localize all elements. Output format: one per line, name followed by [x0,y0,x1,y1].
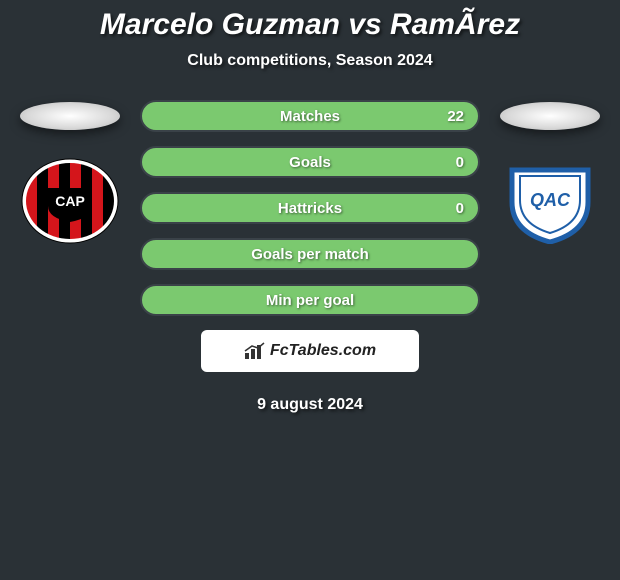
chart-icon [244,342,266,360]
stat-bar-matches: Matches 22 [140,100,480,132]
stat-label: Hattricks [278,200,342,217]
brand-text: FcTables.com [270,342,376,360]
right-column: QAC [500,100,600,244]
svg-text:CAP: CAP [55,193,85,209]
main-row: CAP Matches 22 Goals 0 Hattricks 0 [0,100,620,316]
date-text: 9 august 2024 [0,396,620,414]
stat-right-value: 22 [447,108,464,125]
stat-right-value: 0 [456,200,464,217]
stat-bar-goals-per-match: Goals per match [140,238,480,270]
stat-label: Min per goal [266,292,354,309]
player-photo-right [500,102,600,130]
stat-label: Matches [280,108,340,125]
page-title: Marcelo Guzman vs RamÃrez [0,8,620,42]
brand-badge[interactable]: FcTables.com [201,330,419,372]
stat-right-value: 0 [456,154,464,171]
stat-bar-goals: Goals 0 [140,146,480,178]
cap-crest-icon: CAP [20,158,120,244]
svg-text:QAC: QAC [530,190,571,210]
stat-bar-min-per-goal: Min per goal [140,284,480,316]
player-photo-left [20,102,120,130]
team-crest-left: CAP [20,158,120,244]
team-crest-right: QAC [500,158,600,244]
qac-crest-icon: QAC [500,158,600,244]
comparison-card: Marcelo Guzman vs RamÃrez Club competiti… [0,0,620,414]
stats-column: Matches 22 Goals 0 Hattricks 0 Goals per… [140,100,480,316]
subtitle: Club competitions, Season 2024 [0,52,620,70]
stat-label: Goals [289,154,331,171]
stat-bar-hattricks: Hattricks 0 [140,192,480,224]
stat-label: Goals per match [251,246,369,263]
left-column: CAP [20,100,120,244]
